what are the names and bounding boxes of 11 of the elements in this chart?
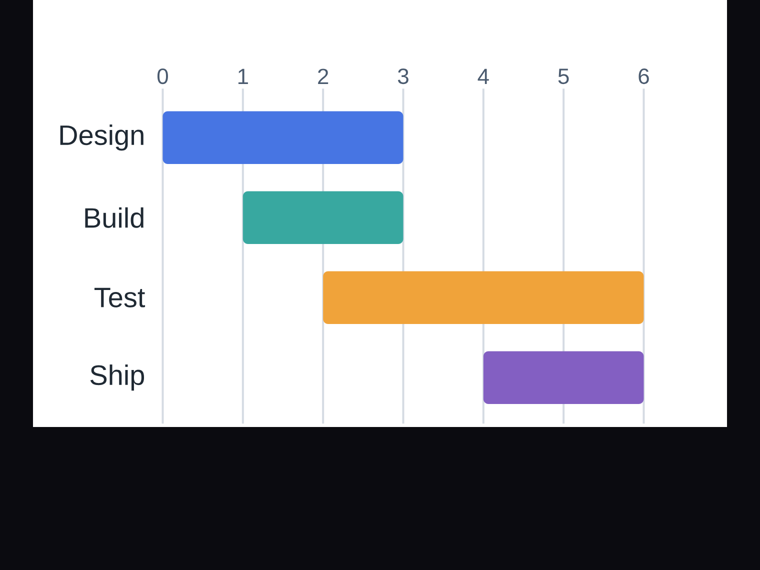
x-tick-label: 2	[318, 68, 328, 84]
y-tick-label: Design	[60, 124, 144, 151]
y-tick-label: Ship	[90, 364, 144, 391]
y-tick-label: Test	[94, 288, 146, 308]
x-tick-label: 4	[478, 68, 489, 84]
x-tick-label: 5	[558, 68, 569, 84]
x-tick-label: 6	[638, 68, 649, 84]
y-tick-label: Build	[85, 207, 144, 228]
x-tick-label: 0	[157, 68, 168, 84]
x-tick-label: 3	[398, 68, 408, 84]
x-tick-label: 1	[238, 68, 248, 84]
